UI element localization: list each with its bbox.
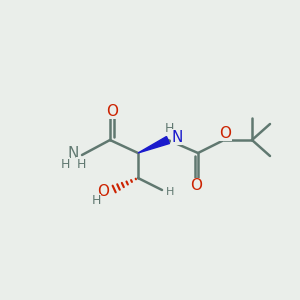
Text: O: O — [97, 184, 109, 200]
Text: O: O — [190, 178, 202, 194]
Text: H: H — [76, 158, 86, 170]
Text: H: H — [91, 194, 101, 208]
Polygon shape — [138, 136, 169, 153]
Text: N: N — [67, 146, 79, 161]
Text: H: H — [166, 187, 174, 197]
Text: H: H — [164, 122, 174, 136]
Text: H: H — [60, 158, 70, 170]
Text: N: N — [171, 130, 183, 145]
Text: O: O — [219, 125, 231, 140]
Text: O: O — [106, 103, 118, 118]
